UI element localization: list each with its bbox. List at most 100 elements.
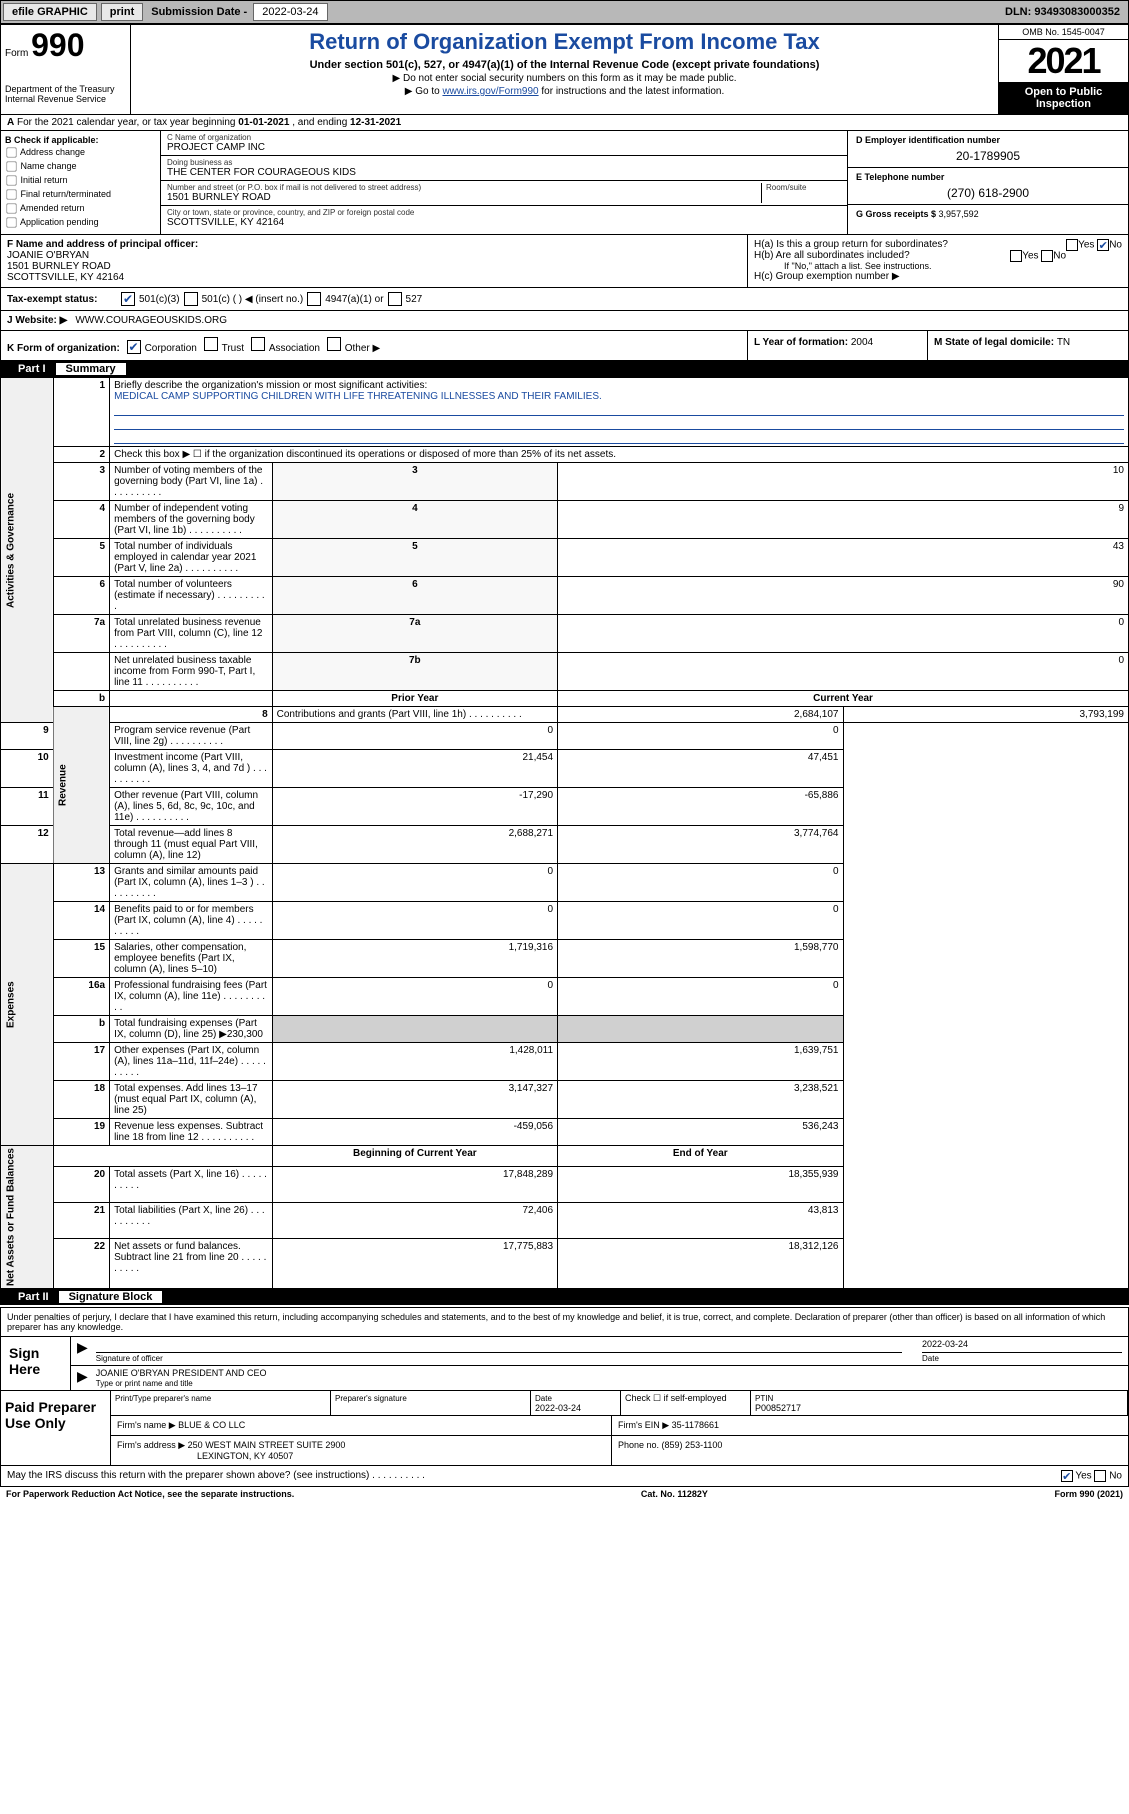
cat-number: Cat. No. 11282Y bbox=[641, 1489, 708, 1499]
side-governance: Activities & Governance bbox=[1, 378, 54, 723]
firm-addr2: LEXINGTON, KY 40507 bbox=[197, 1451, 293, 1461]
check-trust[interactable] bbox=[204, 337, 218, 351]
mission-text: MEDICAL CAMP SUPPORTING CHILDREN WITH LI… bbox=[114, 391, 602, 402]
l14: Benefits paid to or for members (Part IX… bbox=[110, 902, 273, 940]
check-other[interactable] bbox=[327, 337, 341, 351]
addr-label: Number and street (or P.O. box if mail i… bbox=[167, 183, 761, 192]
check-app-pending[interactable]: Application pending bbox=[5, 216, 156, 229]
part1-header: Part I Summary bbox=[0, 361, 1129, 377]
open-inspection: Open to Public Inspection bbox=[999, 82, 1128, 114]
declaration-text: Under penalties of perjury, I declare th… bbox=[1, 1308, 1128, 1337]
sign-here-label: Sign Here bbox=[1, 1337, 71, 1390]
paperwork-notice: For Paperwork Reduction Act Notice, see … bbox=[6, 1489, 294, 1499]
submission-label: Submission Date - bbox=[145, 6, 253, 18]
omb-number: OMB No. 1545-0047 bbox=[999, 25, 1128, 40]
sig-date: 2022-03-24 bbox=[922, 1339, 1122, 1353]
p8: 2,684,107 bbox=[558, 707, 843, 723]
dba-name: THE CENTER FOR COURAGEOUS KIDS bbox=[167, 167, 841, 178]
firm-addr1: 250 WEST MAIN STREET SUITE 2900 bbox=[188, 1440, 346, 1450]
irs-link[interactable]: www.irs.gov/Form990 bbox=[442, 86, 538, 97]
ptin: P00852717 bbox=[755, 1403, 801, 1413]
check-corp[interactable] bbox=[127, 340, 141, 354]
sig-officer-label: Signature of officer bbox=[96, 1354, 163, 1363]
check-initial-return[interactable]: Initial return bbox=[5, 174, 156, 187]
dba-label: Doing business as bbox=[167, 158, 841, 167]
check-527[interactable] bbox=[388, 292, 402, 306]
l2: Check this box ▶ ☐ if the organization d… bbox=[110, 447, 1129, 463]
hb-row: H(b) Are all subordinates included? Yes … bbox=[754, 250, 1122, 261]
l7b: Net unrelated business taxable income fr… bbox=[110, 653, 273, 691]
gross-value: 3,957,592 bbox=[939, 209, 979, 219]
l12: Total revenue—add lines 8 through 11 (mu… bbox=[110, 826, 273, 864]
h-curr: Current Year bbox=[558, 691, 1129, 707]
form-number: 990 bbox=[31, 27, 84, 63]
c8: 3,793,199 bbox=[843, 707, 1129, 723]
org-name: PROJECT CAMP INC bbox=[167, 142, 841, 153]
side-revenue: Revenue bbox=[53, 707, 109, 864]
street-address: 1501 BURNLEY ROAD bbox=[167, 192, 761, 203]
l10: Investment income (Part VIII, column (A)… bbox=[110, 750, 273, 788]
l19: Revenue less expenses. Subtract line 18 … bbox=[110, 1119, 273, 1146]
check-501c3[interactable] bbox=[121, 292, 135, 306]
box-m: M State of legal domicile: TN bbox=[928, 331, 1128, 360]
check-final-return[interactable]: Final return/terminated bbox=[5, 188, 156, 201]
form-note2: ▶ Go to www.irs.gov/Form990 for instruct… bbox=[135, 86, 994, 97]
form-title: Return of Organization Exempt From Incom… bbox=[135, 29, 994, 55]
side-netassets: Net Assets or Fund Balances bbox=[1, 1146, 54, 1289]
website-value: WWW.COURAGEOUSKIDS.ORG bbox=[75, 315, 227, 326]
gross-label: G Gross receipts $ bbox=[856, 209, 939, 219]
self-employed: Check ☐ if self-employed bbox=[621, 1391, 751, 1416]
officer-addr2: SCOTTSVILLE, KY 42164 bbox=[7, 272, 124, 283]
check-address-change[interactable]: Address change bbox=[5, 146, 156, 159]
v6: 90 bbox=[558, 577, 1129, 615]
efile-label: efile GRAPHIC bbox=[3, 3, 97, 21]
firm-ein: 35-1178661 bbox=[672, 1420, 719, 1430]
l18: Total expenses. Add lines 13–17 (must eq… bbox=[110, 1081, 273, 1119]
h-beg: Beginning of Current Year bbox=[272, 1146, 557, 1167]
officer-name: JOANIE O'BRYAN bbox=[7, 250, 89, 261]
firm-phone: (859) 253-1100 bbox=[662, 1440, 723, 1450]
box-l: L Year of formation: 2004 bbox=[748, 331, 928, 360]
print-button[interactable]: print bbox=[101, 3, 143, 21]
prep-date: 2022-03-24 bbox=[535, 1403, 581, 1413]
l7a: Total unrelated business revenue from Pa… bbox=[110, 615, 273, 653]
l22: Net assets or fund balances. Subtract li… bbox=[110, 1238, 273, 1288]
v5: 43 bbox=[558, 539, 1129, 577]
ein-label: D Employer identification number bbox=[856, 135, 1120, 145]
l20: Total assets (Part X, line 16) bbox=[110, 1167, 273, 1203]
v4: 9 bbox=[558, 501, 1129, 539]
box-b: B Check if applicable: Address change Na… bbox=[1, 131, 161, 234]
tax-period: A For the 2021 calendar year, or tax yea… bbox=[1, 115, 1128, 131]
l13: Grants and similar amounts paid (Part IX… bbox=[110, 864, 273, 902]
hc-row: H(c) Group exemption number ▶ bbox=[754, 271, 1122, 282]
city-label: City or town, state or province, country… bbox=[167, 208, 841, 217]
box-f-label: F Name and address of principal officer: bbox=[7, 239, 198, 250]
hb-note: If "No," attach a list. See instructions… bbox=[754, 261, 1122, 271]
room-label: Room/suite bbox=[766, 183, 841, 192]
l16a: Professional fundraising fees (Part IX, … bbox=[110, 978, 273, 1016]
l5: Total number of individuals employed in … bbox=[110, 539, 273, 577]
form-subtitle: Under section 501(c), 527, or 4947(a)(1)… bbox=[135, 59, 994, 71]
form-header: Form 990 Department of the TreasuryInter… bbox=[0, 24, 1129, 115]
dept-label: Department of the TreasuryInternal Reven… bbox=[5, 84, 126, 104]
l3: Number of voting members of the governin… bbox=[110, 463, 273, 501]
check-name-change[interactable]: Name change bbox=[5, 160, 156, 173]
ha-row: H(a) Is this a group return for subordin… bbox=[754, 239, 1122, 250]
check-amended[interactable]: Amended return bbox=[5, 202, 156, 215]
ein-value: 20-1789905 bbox=[856, 149, 1120, 163]
v3: 10 bbox=[558, 463, 1129, 501]
l21: Total liabilities (Part X, line 26) bbox=[110, 1202, 273, 1238]
l16b: Total fundraising expenses (Part IX, col… bbox=[110, 1016, 273, 1043]
submission-date: 2022-03-24 bbox=[253, 3, 327, 21]
l17: Other expenses (Part IX, column (A), lin… bbox=[110, 1043, 273, 1081]
summary-table: Activities & Governance 1 Briefly descri… bbox=[0, 377, 1129, 1289]
check-assoc[interactable] bbox=[251, 337, 265, 351]
check-501c[interactable] bbox=[184, 292, 198, 306]
l4: Number of independent voting members of … bbox=[110, 501, 273, 539]
check-4947[interactable] bbox=[307, 292, 321, 306]
h-end: End of Year bbox=[558, 1146, 843, 1167]
officer-name-title: JOANIE O'BRYAN PRESIDENT AND CEO bbox=[96, 1368, 1122, 1378]
l11: Other revenue (Part VIII, column (A), li… bbox=[110, 788, 273, 826]
tax-year: 2021 bbox=[999, 40, 1128, 82]
name-label: C Name of organization bbox=[167, 133, 841, 142]
